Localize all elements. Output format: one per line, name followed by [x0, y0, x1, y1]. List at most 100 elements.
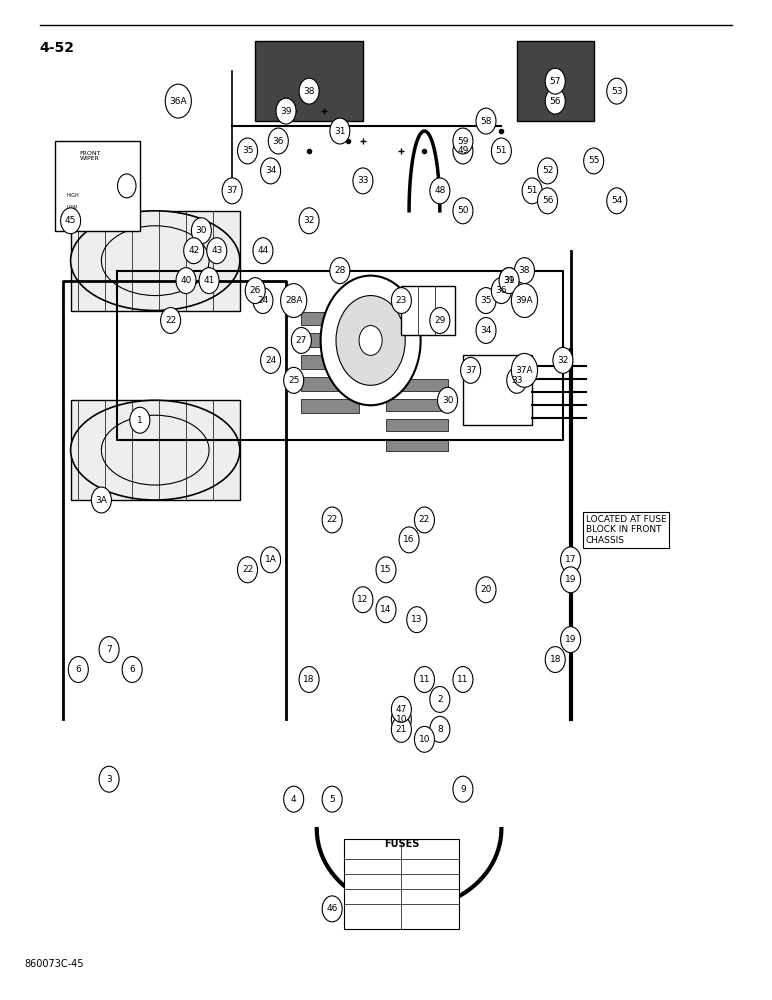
- Circle shape: [91, 487, 111, 513]
- Text: 1A: 1A: [265, 555, 276, 564]
- Circle shape: [130, 407, 150, 433]
- Text: 39: 39: [280, 107, 292, 116]
- Text: LOW: LOW: [66, 205, 78, 210]
- Circle shape: [545, 88, 565, 114]
- Circle shape: [199, 268, 219, 294]
- Circle shape: [280, 284, 306, 318]
- Circle shape: [299, 78, 319, 104]
- Text: 21: 21: [396, 725, 407, 734]
- Circle shape: [430, 178, 450, 204]
- Circle shape: [61, 208, 80, 234]
- Bar: [386, 439, 448, 451]
- Bar: [386, 399, 448, 411]
- Text: 38: 38: [303, 87, 315, 96]
- Circle shape: [322, 896, 342, 922]
- Circle shape: [415, 507, 435, 533]
- Text: 57: 57: [550, 77, 561, 86]
- Text: 10: 10: [395, 715, 407, 724]
- Circle shape: [269, 128, 288, 154]
- Bar: [463, 355, 532, 425]
- Text: 20: 20: [480, 585, 492, 594]
- Circle shape: [545, 647, 565, 673]
- Circle shape: [453, 128, 473, 154]
- Text: 51: 51: [527, 186, 538, 195]
- Text: 22: 22: [165, 316, 176, 325]
- Circle shape: [222, 178, 242, 204]
- Circle shape: [359, 325, 382, 355]
- Circle shape: [430, 686, 450, 712]
- Text: 17: 17: [565, 555, 577, 564]
- Text: 53: 53: [611, 87, 622, 96]
- Text: 6: 6: [76, 665, 81, 674]
- Text: 35: 35: [480, 296, 492, 305]
- Text: 24: 24: [257, 296, 269, 305]
- Text: 51: 51: [496, 146, 507, 155]
- Text: 11: 11: [457, 675, 469, 684]
- Text: 33: 33: [357, 176, 369, 185]
- Circle shape: [560, 627, 581, 653]
- Text: 49: 49: [457, 146, 469, 155]
- Circle shape: [492, 278, 511, 304]
- Circle shape: [499, 268, 519, 294]
- Circle shape: [299, 208, 319, 234]
- Circle shape: [476, 577, 496, 603]
- Bar: [301, 355, 359, 369]
- Circle shape: [511, 353, 537, 387]
- Text: 56: 56: [542, 196, 554, 205]
- Text: FRONT
WIPER: FRONT WIPER: [79, 151, 100, 161]
- Circle shape: [245, 278, 266, 304]
- Text: 48: 48: [434, 186, 445, 195]
- Bar: [70, 211, 240, 311]
- Circle shape: [453, 198, 473, 224]
- Text: 35: 35: [242, 146, 253, 155]
- Text: 34: 34: [265, 166, 276, 175]
- Circle shape: [161, 308, 181, 333]
- Text: 22: 22: [327, 515, 338, 524]
- Circle shape: [438, 387, 458, 413]
- Text: PARK: PARK: [66, 217, 80, 222]
- Text: 31: 31: [334, 127, 346, 136]
- Circle shape: [238, 138, 258, 164]
- Circle shape: [299, 667, 319, 692]
- Circle shape: [117, 174, 136, 198]
- Circle shape: [283, 367, 303, 393]
- Text: 47: 47: [396, 705, 407, 714]
- Text: 37A: 37A: [516, 366, 533, 375]
- Circle shape: [322, 786, 342, 812]
- Circle shape: [122, 657, 142, 682]
- Circle shape: [376, 557, 396, 583]
- Circle shape: [283, 786, 303, 812]
- Text: 33: 33: [511, 376, 523, 385]
- Circle shape: [99, 766, 119, 792]
- Circle shape: [184, 238, 204, 264]
- Text: 31: 31: [503, 276, 515, 285]
- Bar: [301, 399, 359, 413]
- Text: 45: 45: [65, 216, 76, 225]
- Text: 22: 22: [242, 565, 253, 574]
- Text: 36: 36: [496, 286, 507, 295]
- Text: 22: 22: [419, 515, 430, 524]
- Polygon shape: [256, 41, 363, 121]
- Text: 30: 30: [195, 226, 207, 235]
- Bar: [301, 312, 359, 325]
- Circle shape: [253, 288, 273, 314]
- Circle shape: [430, 716, 450, 742]
- Circle shape: [391, 716, 411, 742]
- Circle shape: [453, 776, 473, 802]
- Bar: [386, 419, 448, 431]
- Circle shape: [492, 138, 511, 164]
- Circle shape: [391, 696, 411, 722]
- Circle shape: [391, 706, 411, 732]
- Text: 16: 16: [403, 535, 415, 544]
- Bar: [386, 379, 448, 391]
- Text: 44: 44: [257, 246, 269, 255]
- Text: 46: 46: [327, 904, 338, 913]
- Circle shape: [238, 557, 258, 583]
- Circle shape: [191, 218, 212, 244]
- Text: 11: 11: [418, 675, 430, 684]
- Ellipse shape: [70, 400, 240, 500]
- Circle shape: [99, 637, 119, 663]
- Circle shape: [553, 347, 573, 373]
- Text: 18: 18: [303, 675, 315, 684]
- Text: HIGH: HIGH: [66, 193, 80, 198]
